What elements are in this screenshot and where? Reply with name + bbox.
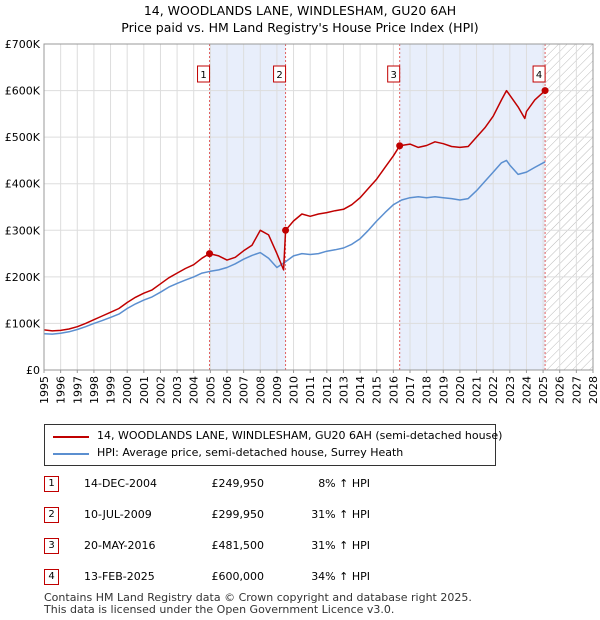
sale-label: 1	[200, 70, 206, 81]
x-tick-label: 1998	[88, 376, 101, 404]
table-row: 3 20-MAY-2016 £481,500 31% ↑ HPI	[0, 536, 600, 558]
sale-label: 3	[390, 70, 396, 81]
sale-badge: 2	[44, 507, 59, 523]
x-tick-label: 2010	[288, 376, 301, 404]
price-chart: 1 2 3 4 £0 £100K £200K £300K £400K £500K £600K £70…	[5, 38, 600, 404]
x-tick-label: 2019	[437, 376, 450, 404]
sale-label-box	[387, 65, 401, 83]
x-tick-label: 2006	[221, 376, 234, 404]
x-tick-label: 2022	[487, 376, 500, 404]
table-row: 4 13-FEB-2025 £600,000 34% ↑ HPI	[0, 567, 600, 589]
x-tick-label: 2011	[304, 376, 317, 404]
sale-hpi-change: 34% ↑ HPI	[311, 570, 370, 583]
chart-subtitle: Price paid vs. HM Land Registry's House …	[121, 20, 479, 35]
sale-marker	[282, 226, 290, 234]
sale-badge: 4	[44, 569, 59, 585]
sale-price: £299,950	[211, 508, 265, 521]
sale-label: 2	[276, 70, 282, 81]
sale-label-box	[532, 65, 546, 83]
x-tick-label: 2008	[254, 376, 267, 404]
sale-label-box	[197, 65, 211, 83]
sale-hpi-change: 31% ↑ HPI	[311, 508, 370, 521]
sale-price: £600,000	[211, 570, 265, 583]
property-price-line	[43, 89, 546, 332]
x-tick-label: 2003	[171, 376, 184, 404]
y-tick-label: £300K	[5, 224, 41, 237]
sale-label: 4	[536, 70, 542, 81]
sale-badge: 3	[44, 538, 59, 554]
x-tick-label: 2004	[188, 376, 201, 404]
sale-marker	[206, 250, 214, 258]
sale-marker	[396, 142, 404, 150]
future-hatch	[545, 44, 593, 370]
legend-swatch-hpi	[53, 453, 89, 455]
ownership-shade	[399, 44, 546, 370]
x-tick-label: 2009	[271, 376, 284, 404]
x-tick-label: 2015	[371, 376, 384, 404]
x-tick-label: 2026	[554, 376, 567, 404]
legend-label-hpi: HPI: Average price, semi-detached house,…	[97, 446, 404, 459]
x-tick-label: 2007	[238, 376, 251, 404]
x-tick-label: 2001	[138, 376, 151, 404]
x-tick-label: 2012	[321, 376, 334, 404]
sale-label-box	[273, 65, 287, 83]
y-tick-label: £100K	[5, 317, 41, 330]
sale-date: 13-FEB-2025	[84, 570, 155, 583]
footer-licence: This data is licensed under the Open Gov…	[44, 603, 395, 616]
sale-price: £249,950	[211, 477, 265, 490]
x-tick-label: 2028	[587, 376, 600, 404]
x-tick-label: 2021	[471, 376, 484, 404]
x-tick-label: 2017	[404, 376, 417, 404]
footer-copyright: Contains HM Land Registry data © Crown c…	[44, 591, 472, 604]
sale-hpi-change: 31% ↑ HPI	[311, 539, 370, 552]
plot-frame	[43, 43, 594, 371]
y-tick-label: £600K	[5, 85, 41, 98]
sale-date: 20-MAY-2016	[84, 539, 156, 552]
x-tick-label: 1995	[38, 376, 51, 404]
x-tick-label: 1999	[105, 376, 118, 404]
x-tick-label: 2020	[454, 376, 467, 404]
y-tick-label: £700K	[5, 38, 41, 51]
chart-title: 14, WOODLANDS LANE, WINDLESHAM, GU20 6AH	[143, 3, 457, 18]
sale-price: £481,500	[211, 539, 265, 552]
x-tick-label: 2016	[387, 376, 400, 404]
sale-marker	[541, 87, 549, 95]
ownership-shade	[209, 44, 286, 370]
table-row: 2 10-JUL-2009 £299,950 31% ↑ HPI	[0, 505, 600, 527]
sale-hpi-change: 8% ↑ HPI	[318, 477, 370, 490]
x-tick-label: 2002	[154, 376, 167, 404]
x-tick-label: 2027	[570, 376, 583, 404]
hpi-line	[43, 159, 546, 335]
sale-badge: 1	[44, 476, 59, 492]
x-tick-label: 2000	[121, 376, 134, 404]
table-row: 1 14-DEC-2004 £249,950 8% ↑ HPI	[0, 474, 600, 496]
x-tick-label: 2025	[537, 376, 550, 404]
x-tick-label: 2024	[520, 376, 533, 404]
y-tick-label: £500K	[5, 131, 41, 144]
legend: 14, WOODLANDS LANE, WINDLESHAM, GU20 6AH…	[44, 424, 502, 466]
sale-date: 14-DEC-2004	[84, 477, 158, 490]
sale-date: 10-JUL-2009	[84, 508, 152, 521]
x-tick-label: 2018	[421, 376, 434, 404]
x-tick-label: 2013	[337, 376, 350, 404]
x-tick-label: 1997	[71, 376, 84, 404]
y-tick-label: £200K	[5, 271, 41, 284]
y-tick-label: £400K	[5, 178, 41, 191]
x-tick-label: 2005	[204, 376, 217, 404]
x-tick-label: 2023	[504, 376, 517, 404]
x-tick-label: 2014	[354, 376, 367, 404]
x-tick-label: 1996	[55, 376, 68, 404]
legend-label-property: 14, WOODLANDS LANE, WINDLESHAM, GU20 6AH…	[97, 429, 503, 442]
legend-swatch-property	[53, 436, 89, 438]
y-tick-label: £0	[26, 364, 40, 377]
